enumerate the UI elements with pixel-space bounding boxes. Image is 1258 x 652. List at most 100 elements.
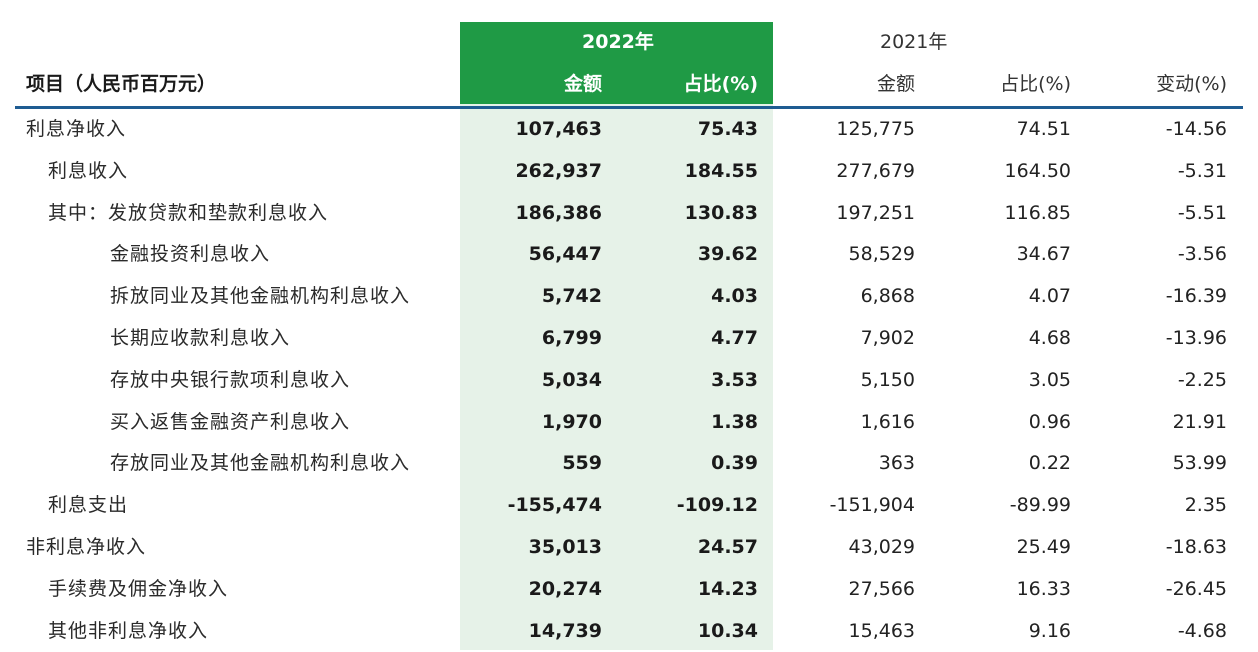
table-row: 长期应收款利息收入 6,799 4.77 7,902 4.68 -13.96 [0,318,1258,360]
amount-2022-cell: -155,474 [507,494,602,517]
amount-2021-cell: 363 [878,452,915,475]
change-cell: -26.45 [1165,577,1227,600]
table-row: 其他非利息净收入 14,739 10.34 15,463 9.16 -4.68 [0,611,1258,652]
amount-2022-cell: 20,274 [528,577,602,600]
amount-2022-cell: 559 [562,452,602,475]
amount-2021-cell: -151,904 [829,494,915,517]
amount-2021-header: 金额 [876,73,915,95]
table-row: 拆放同业及其他金融机构利息收入 5,742 4.03 6,868 4.07 -16.39 [0,276,1258,318]
amount-2021-cell: 58,529 [848,243,915,266]
change-cell: -14.56 [1165,118,1227,140]
amount-2022-header: 金额 [563,73,602,95]
amount-2021-cell: 6,868 [860,285,915,308]
change-cell: 21.91 [1172,410,1227,433]
share-2021-cell: 34.67 [1016,243,1071,266]
share-2021-cell: 0.96 [1028,410,1071,433]
change-cell: -5.31 [1177,159,1227,182]
share-2022-cell: 10.34 [697,619,758,642]
row-label: 其中：发放贷款和垫款利息收入 [48,201,329,224]
table-row: 非利息净收入 35,013 24.57 43,029 25.49 -18.63 [0,527,1258,569]
row-label: 其他非利息净收入 [48,619,209,642]
row-label: 拆放同业及其他金融机构利息收入 [110,285,411,308]
amount-2021-cell: 277,679 [836,159,915,182]
table-row: 存放中央银行款项利息收入 5,034 3.53 5,150 3.05 -2.25 [0,360,1258,402]
amount-2022-cell: 1,970 [541,410,602,433]
change-header: 变动(%) [1156,73,1227,95]
row-label: 利息净收入 [26,118,127,140]
row-label: 买入返售金融资产利息收入 [110,410,351,433]
table-row: 买入返售金融资产利息收入 1,970 1.38 1,616 0.96 21.91 [0,402,1258,444]
change-cell: 53.99 [1172,452,1227,475]
share-2022-cell: 3.53 [711,368,758,391]
amount-2021-cell: 197,251 [836,201,915,224]
share-2022-cell: 4.77 [711,326,758,349]
share-2022-cell: -109.12 [676,494,758,517]
row-label: 长期应收款利息收入 [110,326,291,349]
table-body: 利息净收入 107,463 75.43 125,775 74.51 -14.56 利息收入 2… [0,109,1258,652]
change-cell: -2.25 [1177,368,1227,391]
table-row: 利息净收入 107,463 75.43 125,775 74.51 -14.56 [0,109,1258,151]
year-2022-header: 2022年 [582,31,654,53]
share-2021-cell: 164.50 [1004,159,1071,182]
amount-2022-cell: 262,937 [515,159,602,182]
amount-2021-cell: 7,902 [860,326,915,349]
share-2021-cell: 4.68 [1028,326,1071,349]
row-label: 非利息净收入 [26,535,147,558]
share-2021-cell: 74.51 [1016,118,1071,140]
change-cell: 2.35 [1184,494,1227,517]
amount-2022-cell: 5,742 [541,285,602,308]
share-2022-cell: 75.43 [697,118,758,140]
share-2022-cell: 1.38 [711,410,758,433]
table-row: 存放同业及其他金融机构利息收入 559 0.39 363 0.22 53.99 [0,443,1258,485]
table-row: 其中：发放贷款和垫款利息收入 186,386 130.83 197,251 116.85… [0,193,1258,235]
share-2022-cell: 184.55 [684,159,758,182]
share-2021-cell: 4.07 [1028,285,1071,308]
change-cell: -13.96 [1165,326,1227,349]
share-2022-cell: 14.23 [697,577,758,600]
share-2022-cell: 0.39 [711,452,758,475]
table-row: 利息收入 262,937 184.55 277,679 164.50 -5.31 [0,151,1258,193]
share-2022-cell: 24.57 [697,535,758,558]
amount-2022-cell: 35,013 [528,535,602,558]
amount-2022-cell: 186,386 [515,201,602,224]
table-row: 利息支出 -155,474 -109.12 -151,904 -89.99 2.35 [0,485,1258,527]
table-row: 手续费及佣金净收入 20,274 14.23 27,566 16.33 -26.45 [0,569,1258,611]
share-2022-cell: 39.62 [697,243,758,266]
share-2021-cell: 116.85 [1004,201,1071,224]
change-cell: -5.51 [1177,201,1227,224]
share-2021-cell: 0.22 [1028,452,1071,475]
amount-2022-cell: 6,799 [541,326,602,349]
amount-2022-cell: 56,447 [528,243,602,266]
amount-2021-cell: 27,566 [848,577,915,600]
row-label: 手续费及佣金净收入 [48,577,229,600]
table-row: 金融投资利息收入 56,447 39.62 58,529 34.67 -3.56 [0,234,1258,276]
row-label: 存放同业及其他金融机构利息收入 [110,452,411,475]
row-label: 利息支出 [48,494,129,517]
row-label: 金融投资利息收入 [110,243,271,266]
change-cell: -4.68 [1177,619,1227,642]
amount-2022-cell: 14,739 [528,619,602,642]
row-label: 利息收入 [48,159,129,182]
year-2021-header: 2021年 [880,31,948,53]
amount-2021-cell: 15,463 [848,619,915,642]
share-2022-header: 占比(%) [683,73,758,95]
item-column-header: 项目（人民币百万元） [26,73,217,95]
share-2022-cell: 4.03 [711,285,758,308]
share-2021-cell: 16.33 [1016,577,1071,600]
change-cell: -16.39 [1165,285,1227,308]
share-2021-cell: -89.99 [1009,494,1071,517]
amount-2021-cell: 125,775 [836,118,915,140]
amount-2021-cell: 1,616 [860,410,915,433]
share-2021-cell: 9.16 [1028,619,1071,642]
amount-2021-cell: 43,029 [848,535,915,558]
share-2021-cell: 25.49 [1016,535,1071,558]
share-2021-header: 占比(%) [1000,73,1071,95]
amount-2022-cell: 107,463 [515,118,602,140]
header-divider [15,106,1243,109]
amount-2022-cell: 5,034 [541,368,602,391]
highlight-column-2022 [460,22,773,650]
amount-2021-cell: 5,150 [860,368,915,391]
share-2021-cell: 3.05 [1028,368,1071,391]
share-2022-cell: 130.83 [684,201,758,224]
highlight-header-2022 [460,22,773,104]
